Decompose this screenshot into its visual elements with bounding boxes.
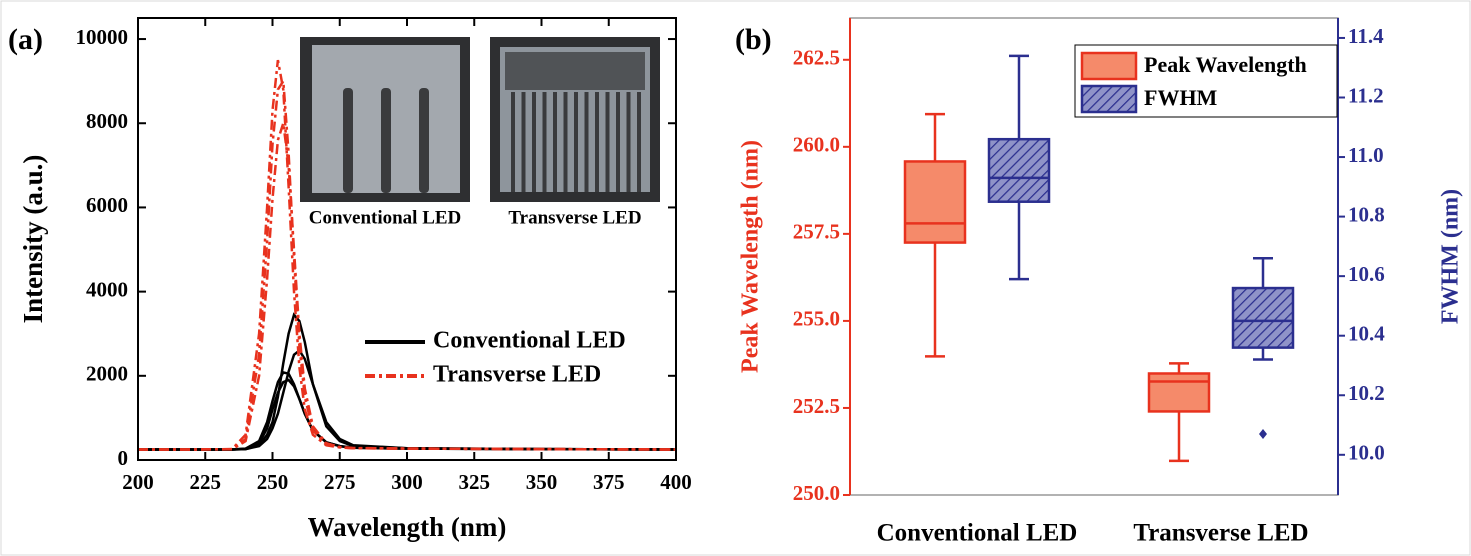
box	[1231, 286, 1295, 349]
inset-stripe	[616, 92, 620, 192]
inset-stripe	[605, 92, 610, 192]
y2-tick-label: 10.2	[1348, 381, 1385, 405]
panel-label: (b)	[735, 23, 772, 56]
inset-photo	[490, 37, 660, 202]
box	[1147, 372, 1211, 413]
x-tick-label: 350	[526, 470, 558, 494]
inset-stripe	[521, 92, 526, 192]
legend-label: FWHM	[1144, 85, 1218, 110]
y-tick-label: 4000	[86, 277, 128, 301]
inset-stripe	[637, 92, 641, 192]
y2-tick-label: 11.0	[1348, 143, 1384, 167]
panel-label: (a)	[8, 23, 43, 56]
box	[987, 137, 1051, 203]
y2-axis-title: FWHM (nm)	[1438, 189, 1464, 324]
x-tick-label: 300	[391, 470, 423, 494]
inset-label: Conventional LED	[309, 207, 462, 228]
y-tick-label: 0	[118, 446, 129, 470]
x-tick-label: Conventional LED	[877, 520, 1078, 547]
x-tick-label: 225	[190, 470, 222, 494]
y2-tick-label: 10.0	[1348, 441, 1385, 465]
y-tick-label: 10000	[76, 25, 129, 49]
inset-stripe	[626, 92, 631, 192]
x-tick-label: Transverse LED	[1133, 520, 1308, 547]
y-tick-label: 260.0	[793, 133, 840, 157]
inset-stripe	[584, 92, 589, 192]
legend-label: Peak Wavelength	[1144, 52, 1307, 77]
y-tick-label: 2000	[86, 362, 128, 386]
box	[903, 160, 967, 244]
y-tick-label: 262.5	[793, 46, 840, 70]
x-tick-label: 400	[660, 470, 692, 494]
inset-stripe	[553, 92, 557, 192]
inset-photo	[300, 37, 470, 202]
y-tick-label: 255.0	[793, 307, 840, 331]
inset-stripe	[532, 92, 536, 192]
y2-tick-label: 10.4	[1348, 322, 1385, 346]
y-tick-label: 257.5	[793, 220, 840, 244]
y-axis-title: Peak Wavelength (nm)	[738, 140, 764, 373]
y2-tick-label: 11.4	[1348, 24, 1384, 48]
outlier	[1259, 428, 1267, 439]
y-tick-label: 250.0	[793, 481, 840, 505]
x-axis-title: Wavelength (nm)	[308, 512, 507, 542]
legend-frame	[1074, 44, 1338, 118]
x-tick-label: 250	[257, 470, 289, 494]
inset-stripe	[511, 92, 515, 192]
y-tick-label: 252.5	[793, 394, 840, 418]
spectrum-line	[138, 122, 677, 451]
y-tick-label: 6000	[86, 193, 128, 217]
x-tick-label: 275	[324, 470, 356, 494]
y2-tick-label: 10.8	[1348, 202, 1385, 226]
x-tick-label: 200	[122, 470, 154, 494]
inset-stripe	[563, 92, 568, 192]
inset-stripe	[542, 92, 547, 192]
x-tick-label: 375	[593, 470, 625, 494]
legend-swatch	[1080, 84, 1138, 114]
y-tick-label: 8000	[86, 109, 128, 133]
legend-swatch	[1080, 51, 1138, 81]
legend-label: Conventional LED	[433, 328, 626, 354]
y-axis-title: Intensity (a.u.)	[18, 155, 48, 324]
y2-tick-label: 11.2	[1348, 83, 1384, 107]
inset-stripe	[595, 92, 599, 192]
x-tick-label: 325	[459, 470, 491, 494]
inset-label: Transverse LED	[508, 207, 641, 228]
plot-frame	[137, 17, 677, 461]
y2-tick-label: 10.6	[1348, 262, 1385, 286]
legend-label: Transverse LED	[433, 362, 601, 388]
inset-stripe	[574, 92, 578, 192]
